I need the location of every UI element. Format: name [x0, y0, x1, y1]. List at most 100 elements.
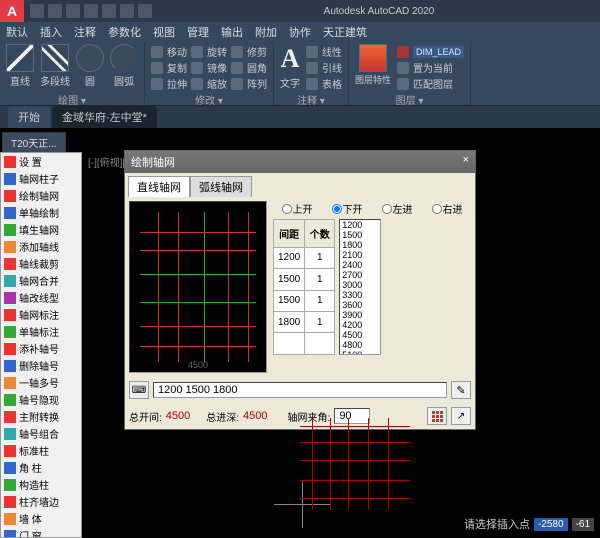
qat-saveas-icon[interactable]: [84, 4, 98, 18]
close-icon[interactable]: ×: [463, 154, 469, 170]
side-item-15[interactable]: 主附转换: [1, 408, 81, 425]
side-item-20[interactable]: 柱齐墙边: [1, 493, 81, 510]
table-row[interactable]: 12001: [274, 247, 335, 268]
side-item-16[interactable]: 轴号组合: [1, 425, 81, 442]
move-icon[interactable]: [151, 46, 163, 58]
table-row[interactable]: 18001: [274, 312, 335, 333]
list-item[interactable]: 1200: [340, 220, 380, 230]
qat-undo-icon[interactable]: [102, 4, 116, 18]
fillet-icon[interactable]: [231, 62, 243, 74]
side-item-4[interactable]: 填生轴网: [1, 221, 81, 238]
list-item[interactable]: 5100: [340, 350, 380, 355]
qat-open-icon[interactable]: [48, 4, 62, 18]
side-item-19[interactable]: 构造柱: [1, 476, 81, 493]
side-item-3[interactable]: 单轴绘制: [1, 204, 81, 221]
qat-redo-icon[interactable]: [120, 4, 134, 18]
spacing-table[interactable]: 间距个数 12001150011500118001: [273, 219, 335, 355]
side-item-7[interactable]: 轴网合并: [1, 272, 81, 289]
list-item[interactable]: 1500: [340, 230, 380, 240]
arc-icon[interactable]: [110, 44, 138, 72]
tab-start[interactable]: 开始: [8, 106, 50, 128]
radio-down[interactable]: 下开: [332, 201, 363, 216]
side-item-11[interactable]: 添补轴号: [1, 340, 81, 357]
tab-document[interactable]: 金域华府·左中堂*: [52, 106, 157, 128]
grid-dialog: 绘制轴网 × 直线轴网 弧线轴网 4500 上开 下开 左进 右进: [124, 150, 476, 430]
mirror-icon[interactable]: [191, 62, 203, 74]
tab-linear-grid[interactable]: 直线轴网: [128, 176, 190, 197]
circle-icon[interactable]: [76, 44, 104, 72]
side-item-2[interactable]: 绘制轴网: [1, 187, 81, 204]
layerprops-icon[interactable]: [359, 44, 387, 72]
trim-icon[interactable]: [231, 46, 243, 58]
side-item-8[interactable]: 轴改线型: [1, 289, 81, 306]
radio-up[interactable]: 上开: [282, 201, 313, 216]
side-item-0[interactable]: 设 置: [1, 153, 81, 170]
radio-right[interactable]: 右进: [432, 201, 463, 216]
scale-icon[interactable]: [191, 78, 203, 90]
table-icon[interactable]: [306, 78, 318, 90]
layer-swatch-icon[interactable]: [397, 46, 409, 58]
setcurrent-icon[interactable]: [397, 62, 409, 74]
table-row[interactable]: 15001: [274, 269, 335, 290]
tab-arc-grid[interactable]: 弧线轴网: [190, 176, 252, 197]
polyline-icon[interactable]: [41, 44, 69, 72]
side-item-label: 角 柱: [19, 460, 42, 475]
pick-button[interactable]: ↗: [451, 407, 471, 425]
text-icon[interactable]: A: [281, 44, 300, 74]
menu-insert[interactable]: 插入: [40, 24, 62, 40]
menu-tangent[interactable]: 天正建筑: [323, 24, 367, 40]
side-item-6[interactable]: 轴线裁剪: [1, 255, 81, 272]
dialog-titlebar[interactable]: 绘制轴网 ×: [125, 151, 475, 173]
list-item[interactable]: 3900: [340, 310, 380, 320]
side-item-21[interactable]: 墙 体: [1, 510, 81, 527]
menu-view[interactable]: 视图: [153, 24, 175, 40]
menu-addin[interactable]: 附加: [255, 24, 277, 40]
list-item[interactable]: 3000: [340, 280, 380, 290]
table-row[interactable]: 15001: [274, 290, 335, 311]
side-tab[interactable]: T20天正...: [2, 132, 66, 153]
menu-param[interactable]: 参数化: [108, 24, 141, 40]
side-item-10[interactable]: 单轴标注: [1, 323, 81, 340]
table-row[interactable]: [274, 333, 335, 355]
qat-new-icon[interactable]: [30, 4, 44, 18]
list-item[interactable]: 4500: [340, 330, 380, 340]
spacing-input[interactable]: 1200 1500 1800: [153, 382, 447, 398]
side-item-1[interactable]: 轴网柱子: [1, 170, 81, 187]
list-item[interactable]: 4200: [340, 320, 380, 330]
list-item[interactable]: 1800: [340, 240, 380, 250]
line-icon[interactable]: [6, 44, 34, 72]
list-item[interactable]: 3600: [340, 300, 380, 310]
list-item[interactable]: 2400: [340, 260, 380, 270]
side-item-17[interactable]: 标准柱: [1, 442, 81, 459]
menu-annotate[interactable]: 注释: [74, 24, 96, 40]
qat-print-icon[interactable]: [138, 4, 152, 18]
menu-manage[interactable]: 管理: [187, 24, 209, 40]
list-item[interactable]: 2100: [340, 250, 380, 260]
menu-default[interactable]: 默认: [6, 24, 28, 40]
linear-icon[interactable]: [306, 46, 318, 58]
side-item-12[interactable]: 删除轴号: [1, 357, 81, 374]
radio-left[interactable]: 左进: [382, 201, 413, 216]
side-item-14[interactable]: 轴号隐现: [1, 391, 81, 408]
list-item[interactable]: 4800: [340, 340, 380, 350]
eyedropper-icon[interactable]: ✎: [451, 381, 471, 399]
copy-icon[interactable]: [151, 62, 163, 74]
stretch-icon[interactable]: [151, 78, 163, 90]
array-icon[interactable]: [231, 78, 243, 90]
matchlayer-icon[interactable]: [397, 78, 409, 90]
side-item-13[interactable]: 一轴多号: [1, 374, 81, 391]
side-item-22[interactable]: 门 窗: [1, 527, 81, 538]
rotate-icon[interactable]: [191, 46, 203, 58]
insert-grid-button[interactable]: [427, 407, 447, 425]
qat-save-icon[interactable]: [66, 4, 80, 18]
leader-icon[interactable]: [306, 62, 318, 74]
menu-output[interactable]: 输出: [221, 24, 243, 40]
side-item-18[interactable]: 角 柱: [1, 459, 81, 476]
side-item-9[interactable]: 轴网标注: [1, 306, 81, 323]
list-item[interactable]: 2700: [340, 270, 380, 280]
side-item-5[interactable]: 添加轴线: [1, 238, 81, 255]
list-item[interactable]: 3300: [340, 290, 380, 300]
size-list[interactable]: 1200150018002100240027003000330036003900…: [339, 219, 381, 355]
keyboard-icon[interactable]: ⌨: [129, 381, 149, 399]
menu-collab[interactable]: 协作: [289, 24, 311, 40]
